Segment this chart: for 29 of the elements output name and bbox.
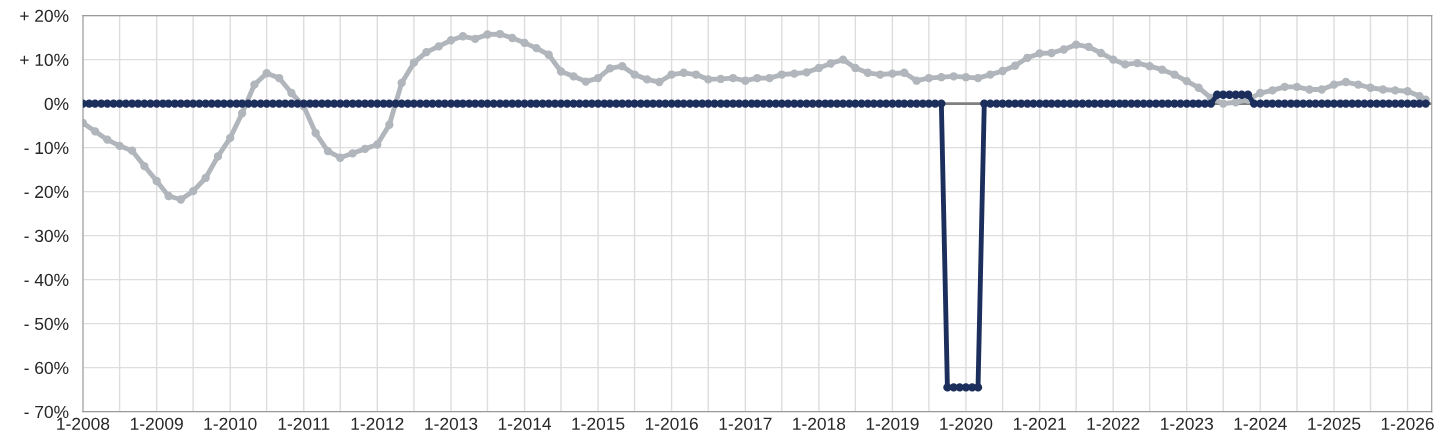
x-tick-label: 1-2018 <box>793 417 846 430</box>
x-tick-label: 1-2017 <box>719 417 772 430</box>
x-tick-label: 1-2008 <box>57 417 110 430</box>
x-tick-label: 1-2012 <box>351 417 404 430</box>
y-tick-label: 0% <box>44 97 69 111</box>
x-tick-label: 1-2022 <box>1087 417 1140 430</box>
y-tick-label: - 20% <box>24 185 69 199</box>
x-tick-label: 1-2016 <box>645 417 698 430</box>
x-tick-label: 1-2011 <box>278 417 330 430</box>
y-tick-label: + 20% <box>20 9 69 23</box>
x-tick-label: 1-2025 <box>1308 417 1361 430</box>
y-tick-label: - 40% <box>24 273 69 287</box>
x-tick-label: 1-2015 <box>572 417 625 430</box>
y-tick-label: - 30% <box>24 229 69 243</box>
x-tick-label: 1-2026 <box>1381 417 1434 430</box>
y-tick-label: + 10% <box>20 53 69 67</box>
x-tick-label: 1-2019 <box>866 417 919 430</box>
x-tick-label: 1-2010 <box>204 417 257 430</box>
x-tick-label: 1-2014 <box>498 417 552 430</box>
x-tick-label: 1-2024 <box>1234 417 1287 430</box>
y-tick-label: - 60% <box>24 361 69 375</box>
x-tick-label: 1-2009 <box>130 417 183 430</box>
x-tick-label: 1-2013 <box>425 417 478 430</box>
x-tick-label: 1-2021 <box>1013 417 1066 430</box>
y-tick-label: - 70% <box>24 405 69 419</box>
y-tick-label: - 10% <box>24 141 69 155</box>
y-tick-label: - 50% <box>24 317 69 331</box>
x-tick-label: 1-2020 <box>940 417 993 430</box>
x-tick-label: 1-2023 <box>1161 417 1214 430</box>
